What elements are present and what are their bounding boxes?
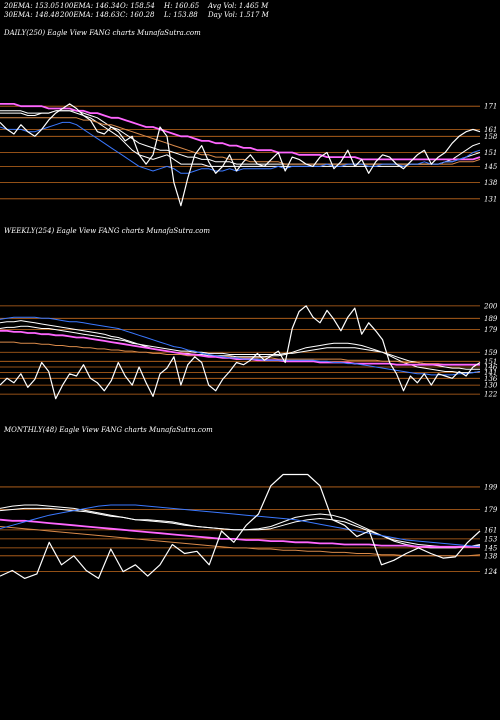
- level-label: 138: [484, 179, 498, 187]
- price-series-line: [0, 104, 480, 206]
- level-label: 161: [484, 526, 497, 534]
- level-label: 189: [484, 315, 498, 323]
- level-label: 171: [484, 103, 497, 111]
- ema-short-series-line: [0, 111, 480, 167]
- level-label: 130: [484, 382, 498, 390]
- level-label: 159: [484, 349, 498, 357]
- ema-medium-series-line: [0, 111, 480, 164]
- level-label: 179: [484, 326, 498, 334]
- level-label: 122: [484, 391, 498, 399]
- ema-200-series-line: [0, 331, 480, 365]
- price-series-line: [0, 475, 480, 579]
- level-label: 124: [484, 568, 497, 576]
- ema-100-series-line: [0, 527, 480, 556]
- level-label: 145: [484, 544, 498, 552]
- panel-title: MONTHLY(48) Eagle View FANG charts Munaf…: [3, 426, 213, 434]
- ema-100-series-line: [0, 118, 480, 164]
- level-label: 158: [484, 133, 498, 141]
- ema-blue-series-line: [0, 317, 480, 375]
- panel-title: WEEKLY(254) Eagle View FANG charts Munaf…: [4, 227, 210, 235]
- level-label: 199: [484, 483, 498, 491]
- level-label: 200: [483, 302, 498, 310]
- level-label: 179: [484, 506, 498, 514]
- ema-200-series-line: [0, 104, 480, 159]
- level-label: 153: [484, 535, 498, 543]
- level-label: 138: [484, 552, 498, 560]
- level-label: 131: [484, 195, 497, 203]
- level-label: 145: [484, 163, 498, 171]
- level-label: 151: [484, 149, 497, 157]
- panel-title: DAILY(250) Eagle View FANG charts Munafa…: [3, 29, 201, 37]
